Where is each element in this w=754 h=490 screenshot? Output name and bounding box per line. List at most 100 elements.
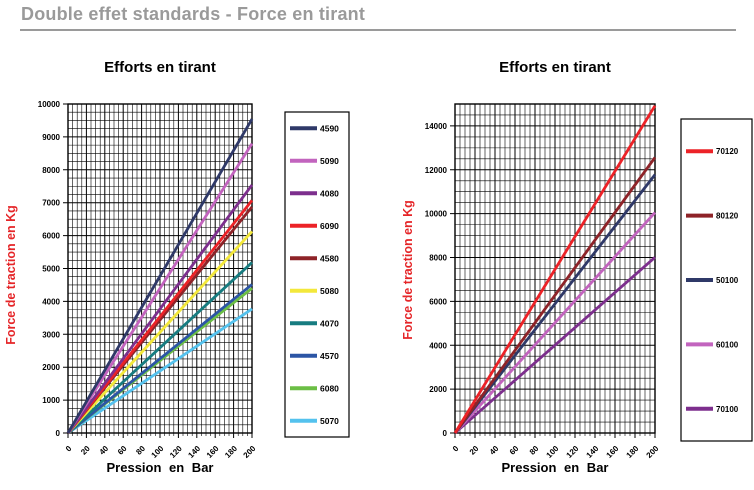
y-axis-title: Force de traction en Kg — [401, 200, 415, 340]
legend-label: 5080 — [320, 286, 339, 296]
legend-item-6090: 6090 — [290, 221, 339, 231]
x-axis-labels: 0 20 40 60 80 100 120 140 160 180 200 — [451, 444, 661, 460]
chart-title: Efforts en tirant — [499, 59, 611, 76]
series-line-50100 — [453, 173, 657, 434]
legend-item-4570: 4570 — [290, 351, 339, 361]
legend-label: 4070 — [320, 318, 339, 328]
x-tick-label: 140 — [585, 444, 601, 460]
legend-item-70100: 70100 — [686, 405, 739, 414]
y-tick-label: 8000 — [42, 166, 60, 175]
legend-label: 6080 — [320, 383, 339, 393]
series-line-4570 — [67, 283, 253, 435]
y-tick-label: 10000 — [425, 210, 448, 219]
y-tick-label: 12000 — [425, 166, 448, 175]
y-tick-label: 0 — [56, 429, 61, 438]
legend-label: 6090 — [320, 221, 339, 231]
series-line-4080 — [66, 184, 254, 434]
legend-item-4590: 4590 — [290, 123, 339, 133]
chart-title: Efforts en tirant — [104, 59, 216, 76]
legend-label: 50100 — [716, 276, 739, 285]
x-tick-label: 160 — [605, 444, 621, 460]
legend-item-5070: 5070 — [290, 416, 339, 426]
series-line-5070 — [67, 307, 253, 435]
x-tick-label: 80 — [134, 444, 147, 457]
legend-label: 5090 — [320, 156, 339, 166]
left-chart: 0100020003000400050006000700080009000100… — [4, 59, 350, 475]
x-tick-label: 80 — [528, 444, 541, 457]
x-tick-label: 60 — [508, 444, 521, 457]
y-axis-labels: 0 2000 4000 6000 8000 10000 12000 14000 — [425, 122, 448, 438]
legend-label: 4080 — [320, 188, 339, 198]
series-line-80120 — [453, 156, 657, 434]
series-line-5090 — [66, 142, 254, 434]
legend-item-60100: 60100 — [686, 340, 739, 349]
legend-label: 4590 — [320, 123, 339, 133]
x-tick-label: 100 — [545, 444, 561, 460]
legend: 70120 80120 50100 60100 70100 — [680, 118, 753, 442]
x-tick-label: 180 — [625, 444, 641, 460]
x-axis-title: Pression en Bar — [107, 460, 214, 475]
x-tick-label: 200 — [645, 444, 661, 460]
series-line-60100 — [453, 211, 657, 434]
x-tick-label: 40 — [488, 444, 501, 457]
legend-item-50100: 50100 — [686, 276, 739, 285]
legend-label: 4580 — [320, 253, 339, 263]
x-tick-label: 120 — [168, 444, 184, 460]
series-line-5080 — [66, 230, 254, 434]
y-tick-label: 0 — [443, 429, 448, 438]
x-tick-label: 0 — [451, 444, 461, 454]
x-tick-label: 200 — [242, 444, 258, 460]
series-lines — [453, 104, 657, 435]
series-line-70100 — [454, 256, 656, 435]
series-line-6090 — [66, 199, 254, 434]
series-lines — [66, 118, 254, 435]
legend-label: 5070 — [320, 416, 339, 426]
x-axis-title: Pression en Bar — [502, 460, 609, 475]
legend-item-4070: 4070 — [290, 318, 339, 328]
x-axis-labels: 0 20 40 60 80 100 120 140 160 180 200 — [64, 444, 258, 460]
y-tick-label: 14000 — [425, 122, 448, 131]
header-divider — [20, 29, 736, 31]
legend-item-70120: 70120 — [686, 147, 739, 156]
y-tick-label: 10000 — [38, 100, 61, 109]
legend-item-4080: 4080 — [290, 188, 339, 198]
y-tick-label: 2000 — [429, 385, 447, 394]
right-chart: 0 2000 4000 6000 8000 10000 12000 14000 0 20 40 60 8… — [401, 59, 753, 475]
y-tick-label: 5000 — [42, 265, 60, 274]
y-tick-label: 2000 — [42, 363, 60, 372]
y-tick-label: 4000 — [429, 341, 447, 350]
y-axis-title: Force de traction en Kg — [4, 205, 18, 345]
series-line-4070 — [67, 261, 253, 435]
y-tick-label: 8000 — [429, 254, 447, 263]
legend-label: 70100 — [716, 405, 739, 414]
legend-box — [284, 111, 350, 438]
legend-label: 80120 — [716, 212, 739, 221]
x-tick-label: 60 — [116, 444, 129, 457]
series-line-4590 — [66, 118, 254, 434]
x-tick-label: 160 — [205, 444, 221, 460]
x-tick-label: 20 — [468, 444, 481, 457]
y-tick-label: 1000 — [42, 396, 60, 405]
legend-item-4580: 4580 — [290, 253, 339, 263]
y-tick-label: 6000 — [429, 297, 447, 306]
legend-item-5080: 5080 — [290, 286, 339, 296]
y-tick-label: 4000 — [42, 297, 60, 306]
x-tick-label: 180 — [223, 444, 239, 460]
legend: 4590 5090 4080 6090 4580 5080 4070 4570 6080 5070 — [284, 111, 350, 438]
x-tick-label: 120 — [565, 444, 581, 460]
page-title: Double effet standards - Force en tirant — [21, 4, 366, 24]
y-tick-label: 7000 — [42, 199, 60, 208]
x-tick-label: 20 — [79, 444, 92, 457]
x-tick-label: 100 — [150, 444, 166, 460]
y-tick-label: 3000 — [42, 330, 60, 339]
legend-item-5090: 5090 — [290, 156, 339, 166]
series-line-70120 — [453, 104, 657, 434]
legend-label: 4570 — [320, 351, 339, 361]
gridlines — [63, 103, 253, 438]
x-tick-label: 0 — [64, 444, 74, 454]
legend-label: 60100 — [716, 340, 739, 349]
legend-item-6080: 6080 — [290, 383, 339, 393]
y-tick-label: 6000 — [42, 232, 60, 241]
y-axis-labels: 0 1000 2000 3000 4000 5000 6000 7000 8000 9000 100… — [38, 100, 61, 438]
